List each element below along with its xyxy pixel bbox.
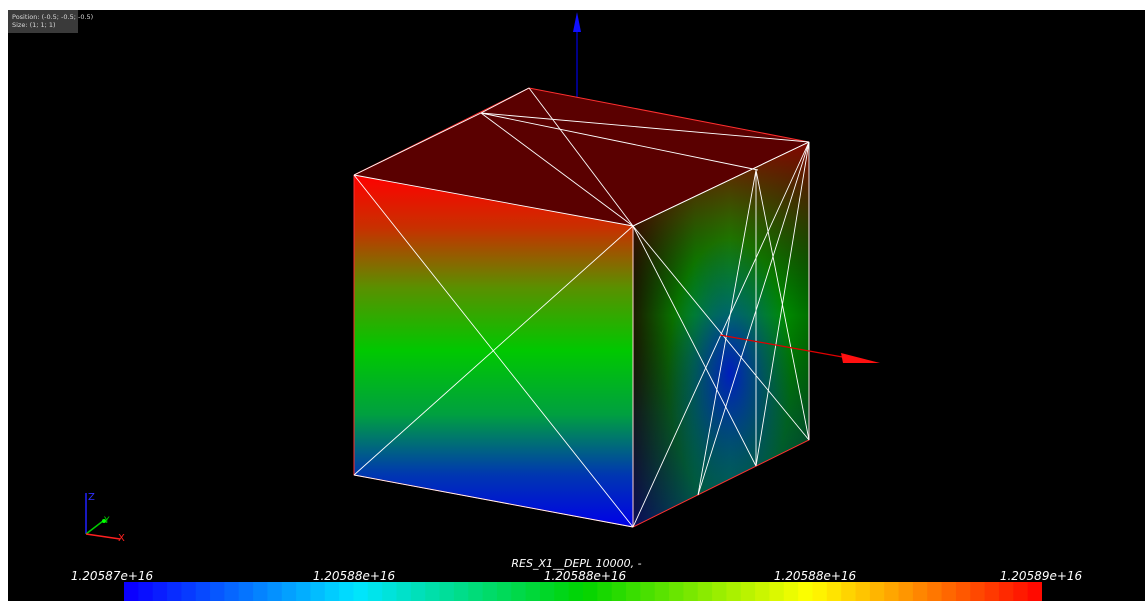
x-axis-arrowhead: [841, 353, 880, 363]
colorbar-band: [568, 582, 584, 601]
colorbar-band: [998, 582, 1014, 601]
colorbar-band: [1013, 582, 1029, 601]
colorbar-band: [697, 582, 713, 601]
mesh-lines: [353, 87, 810, 528]
colorbar-band: [554, 582, 570, 601]
colorbar-band: [898, 582, 914, 601]
colorbar-band: [468, 582, 484, 601]
colorbar-band: [181, 582, 197, 601]
colorbar-band: [281, 582, 297, 601]
colorbar-band: [841, 582, 857, 601]
colorbar-band: [941, 582, 957, 601]
position-readout: Position: (-0.5; -0.5; -0.5): [12, 13, 94, 21]
x-axis-line: [719, 334, 849, 359]
colorbar-band: [425, 582, 441, 601]
colorbar-band: [253, 582, 269, 601]
colorbar-band: [482, 582, 498, 601]
colorbar-band: [396, 582, 412, 601]
colorbar-band: [769, 582, 785, 601]
colorbar-band: [626, 582, 641, 601]
colorbar-band: [597, 582, 613, 601]
size-readout: Size: (1; 1; 1): [12, 21, 56, 29]
triad-x-axis: [85, 533, 121, 540]
colorbar-band: [783, 582, 799, 601]
colorbar-band: [267, 582, 283, 601]
colorbar-tick-label: 1.20588e+16: [543, 569, 627, 583]
orientation-triad: Z Y X: [85, 492, 125, 544]
colorbar-band: [339, 582, 355, 601]
colorbar-tick-label: 1.20588e+16: [773, 569, 857, 583]
colorbar-band: [210, 582, 225, 601]
colorbar-band: [683, 582, 699, 601]
colorbar-band: [152, 582, 168, 601]
colorbar-band: [453, 582, 469, 601]
colorbar-band: [224, 582, 240, 601]
colorbar-band: [382, 582, 398, 601]
colorbar-band: [869, 582, 885, 601]
colorbar-band: [984, 582, 1000, 601]
colorbar-band: [539, 582, 555, 601]
colorbar-band: [669, 582, 684, 601]
colorbar-band: [826, 582, 842, 601]
colorbar-band: [367, 582, 383, 601]
colorbar-band: [970, 582, 986, 601]
colorbar-band: [611, 582, 627, 601]
colorbar-band: [583, 582, 598, 601]
triad-y-axis: [85, 520, 104, 535]
colorbar-tick-label: 1.20587e+16: [70, 569, 154, 583]
colorbar-band: [138, 582, 154, 601]
z-axis-arrowhead: [573, 12, 581, 32]
colorbar-band: [812, 582, 828, 601]
colorbar-band: [884, 582, 900, 601]
colorbar-band: [740, 582, 756, 601]
colorbar-band: [855, 582, 871, 601]
colorbar-band: [755, 582, 771, 601]
colorbar-band: [712, 582, 728, 601]
colorbar-band: [912, 582, 928, 601]
colorbar-band: [324, 582, 340, 601]
colorbar-band: [296, 582, 312, 601]
colorbar-band: [525, 582, 541, 601]
colorbar-band: [353, 582, 369, 601]
colorbar-band: [927, 582, 943, 601]
colorbar-band: [167, 582, 182, 601]
colorbar-band: [195, 582, 211, 601]
colorbar-band: [955, 582, 971, 601]
colorbar-band: [798, 582, 814, 601]
triad-y-label: Y: [103, 516, 110, 526]
colorbar-band: [124, 582, 139, 601]
triad-origin: [102, 519, 106, 523]
colorbar-band: [310, 582, 326, 601]
colorbar-band: [238, 582, 254, 601]
colorbar-band: [439, 582, 455, 601]
colorbar-band: [640, 582, 656, 601]
colorbar-band: [511, 582, 527, 601]
colorbar-band: [1027, 582, 1042, 601]
colorbar-tick-label: 1.20589e+16: [999, 569, 1083, 583]
triad-x-label: X: [118, 533, 125, 544]
triad-z-label: Z: [88, 492, 95, 503]
colorbar-band: [410, 582, 426, 601]
colorbar-title: RES_X1__DEPL 10000, -: [511, 557, 642, 570]
colorbar-band: [654, 582, 670, 601]
colorbar: [124, 582, 1042, 601]
cube-scene[interactable]: Z Y X: [8, 10, 1145, 601]
colorbar-band: [496, 582, 512, 601]
colorbar-band: [726, 582, 742, 601]
colorbar-tick-label: 1.20588e+16: [312, 569, 396, 583]
3d-viewport[interactable]: Position: (-0.5; -0.5; -0.5) Size: (1; 1…: [8, 10, 1145, 601]
selection-info-box: Position: (-0.5; -0.5; -0.5) Size: (1; 1…: [8, 10, 94, 33]
